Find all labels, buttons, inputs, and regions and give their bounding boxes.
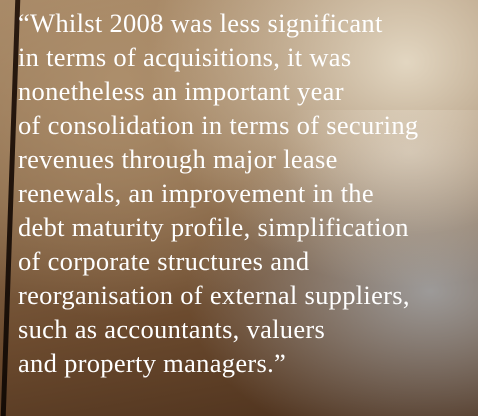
quote-line: nonetheless an important year	[18, 74, 418, 108]
quote-line: of corporate structures and	[18, 244, 418, 278]
quote-line: in terms of acquisitions, it was	[18, 40, 418, 74]
quote-line: debt maturity profile, simplification	[18, 210, 418, 244]
quote-line: “Whilst 2008 was less significant	[18, 6, 418, 40]
page: “Whilst 2008 was less significantin term…	[0, 0, 478, 416]
quote-line: renewals, an improvement in the	[18, 176, 418, 210]
quote-line: of consolidation in terms of securing	[18, 108, 418, 142]
quote-line: and property managers.”	[18, 346, 418, 380]
quote-line: revenues through major lease	[18, 142, 418, 176]
quote-line: such as accountants, valuers	[18, 312, 418, 346]
quote-line: reorganisation of external suppliers,	[18, 278, 418, 312]
